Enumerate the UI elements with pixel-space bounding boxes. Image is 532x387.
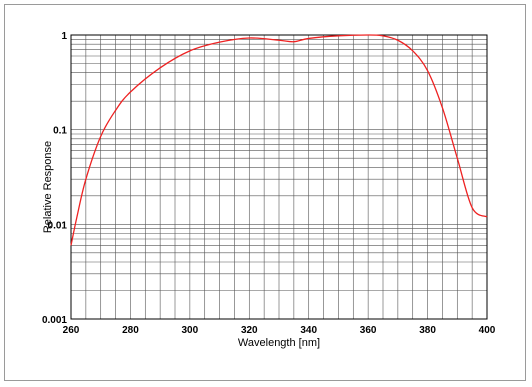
series-line	[70, 34, 488, 246]
line-chart: 260 280 300 320 340 360 380 400 0.001 0.01 0.1 1 Wa…	[42, 31, 496, 349]
chart-frame: 260 280 300 320 340 360 380 400 0.001 0.01 0.1 1 Wa…	[4, 4, 526, 381]
x-tick-label: 300	[182, 325, 199, 336]
x-tick-label: 280	[122, 325, 139, 336]
x-tick-label: 380	[419, 325, 436, 336]
x-tick-label: 320	[241, 325, 258, 336]
y-axis-title: Relative Response	[42, 141, 54, 233]
plot-border	[70, 34, 488, 320]
y-tick-label: 1	[61, 31, 67, 42]
y-tick-label: 0.01	[48, 220, 68, 231]
x-axis-title: Wavelength [nm]	[238, 337, 320, 349]
x-tick-label: 400	[479, 325, 496, 336]
y-tick-label: 0.001	[42, 315, 67, 326]
x-tick-label: 360	[360, 325, 377, 336]
x-tick-label: 260	[63, 325, 80, 336]
grid	[70, 34, 488, 320]
x-tick-label: 340	[300, 325, 317, 336]
tick-labels: 260 280 300 320 340 360 380 400 0.001 0.01 0.1 1	[42, 31, 496, 336]
y-tick-label: 0.1	[53, 126, 67, 137]
